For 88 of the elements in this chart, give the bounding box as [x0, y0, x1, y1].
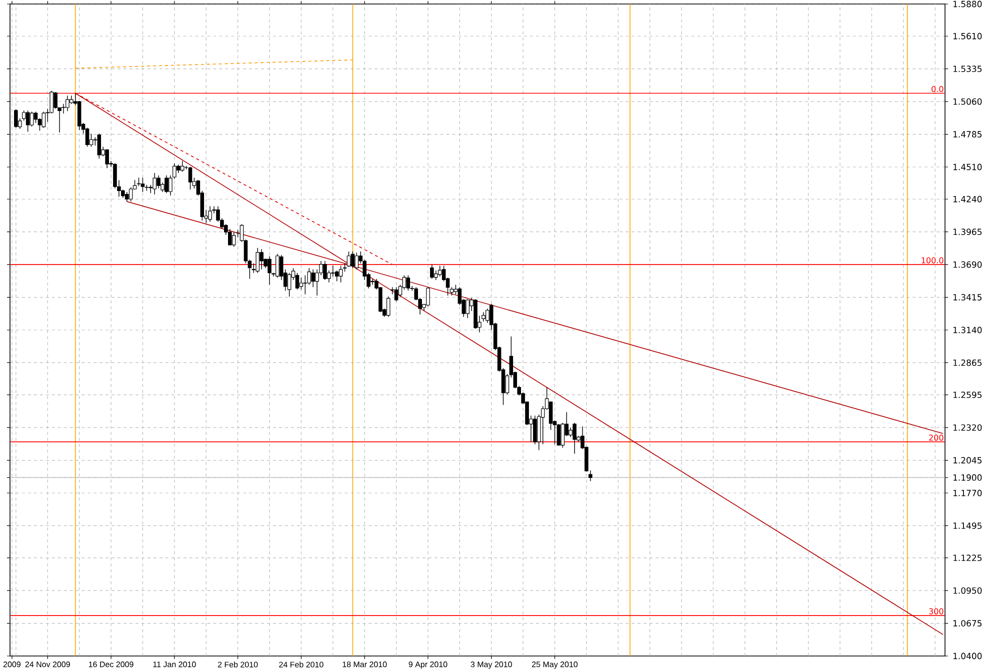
x-tick-label: 18 Mar 2010: [342, 662, 387, 668]
y-tick-label: 1.3965: [953, 228, 982, 236]
candlestick: [164, 174, 168, 194]
candlestick: [556, 424, 561, 446]
candlestick: [568, 427, 572, 438]
annotation: 100.0: [922, 257, 944, 264]
candlestick: [140, 177, 145, 192]
candlestick: [34, 111, 38, 124]
candlestick: [260, 248, 264, 270]
candlestick: [256, 248, 260, 274]
candlestick: [406, 274, 410, 292]
candlestick: [156, 174, 160, 189]
candlestick: [188, 166, 192, 190]
x-tick-label: 24 Feb 2010: [279, 662, 324, 668]
candlestick: [105, 148, 109, 169]
candlestick: [26, 110, 30, 132]
y-tick-label: 1.2045: [953, 457, 982, 464]
candlestick: [124, 192, 129, 202]
y-tick-label: 1.3415: [953, 294, 982, 300]
candlestick: [394, 286, 398, 302]
x-tick-label: 24 Nov 2009: [25, 662, 70, 668]
candlestick: [346, 251, 351, 268]
candlestick: [370, 278, 374, 286]
x-tick-label: 11 Jan 2010: [153, 662, 196, 668]
candlestick: [560, 422, 565, 448]
y-tick-label: 1.5335: [953, 66, 982, 72]
candlestick: [299, 277, 304, 290]
candlestick: [505, 374, 510, 395]
candlestick: [466, 298, 470, 318]
candlestick: [533, 415, 537, 445]
candlestick: [295, 272, 300, 290]
candlestick: [350, 251, 355, 268]
candlestick: [486, 308, 490, 324]
candlestick: [334, 270, 339, 282]
x-tick-label: 25 May 2010: [532, 662, 578, 669]
y-tick-label: 1.3690: [953, 261, 982, 268]
candlestick: [97, 133, 102, 160]
candlestick: [430, 264, 434, 280]
candlestick: [54, 92, 58, 110]
candlestick: [438, 265, 442, 277]
candlestick: [426, 286, 430, 307]
candlestick: [386, 296, 390, 318]
candlestick: [180, 160, 184, 172]
y-tick-label: 1.1495: [953, 522, 982, 529]
y-tick-label: 1.5610: [953, 32, 982, 40]
candlestick: [232, 232, 236, 248]
y-tick-label: 1.1900: [953, 474, 982, 481]
candlestick: [14, 108, 18, 128]
annotation: 300: [929, 608, 944, 614]
y-tick-label: 1.0400: [953, 652, 982, 660]
x-tick-label: 9 Apr 2010: [408, 662, 448, 669]
x-tick-label: 16 Dec 2009: [88, 662, 134, 668]
y-tick-label: 1.4785: [953, 131, 982, 138]
candlestick: [287, 272, 292, 298]
candlestick: [276, 254, 280, 278]
candlestick: [85, 127, 90, 148]
annotation: 0.0: [932, 86, 944, 92]
candlestick: [30, 111, 34, 127]
x-tick-label: 2 Feb 2010: [218, 662, 258, 668]
y-tick-label: 1.0950: [953, 587, 982, 594]
candlestick: [208, 206, 212, 222]
candlestick: [338, 265, 343, 283]
candlestick: [128, 186, 133, 202]
y-tick-label: 1.1770: [953, 490, 982, 496]
x-tick-label: 3 May 2010: [470, 662, 512, 669]
candlestick: [303, 274, 308, 295]
y-tick-label: 1.2865: [953, 359, 982, 366]
candlestick: [268, 256, 272, 286]
y-tick-label: 1.2595: [953, 392, 982, 398]
candlestick: [66, 95, 70, 112]
y-tick-label: 1.3140: [953, 326, 982, 334]
y-tick-label: 1.5880: [953, 0, 982, 8]
candlestick: [331, 265, 335, 277]
candlestick: [354, 252, 359, 270]
x-tick-label: 2009: [3, 662, 21, 668]
y-tick-label: 1.5060: [953, 98, 982, 105]
candlestick: [323, 260, 327, 280]
y-tick-label: 1.4510: [953, 164, 982, 170]
candlestick: [548, 401, 553, 430]
annotation: 200: [929, 434, 944, 441]
y-tick-label: 1.2320: [953, 424, 982, 431]
candlestick: [572, 422, 576, 454]
y-tick-label: 1.0675: [953, 620, 982, 626]
y-tick-label: 1.1225: [953, 554, 982, 562]
candlestick: [152, 172, 156, 195]
y-tick-label: 1.4240: [953, 196, 982, 202]
candlestick: [311, 268, 315, 288]
candlestick: [42, 111, 46, 128]
